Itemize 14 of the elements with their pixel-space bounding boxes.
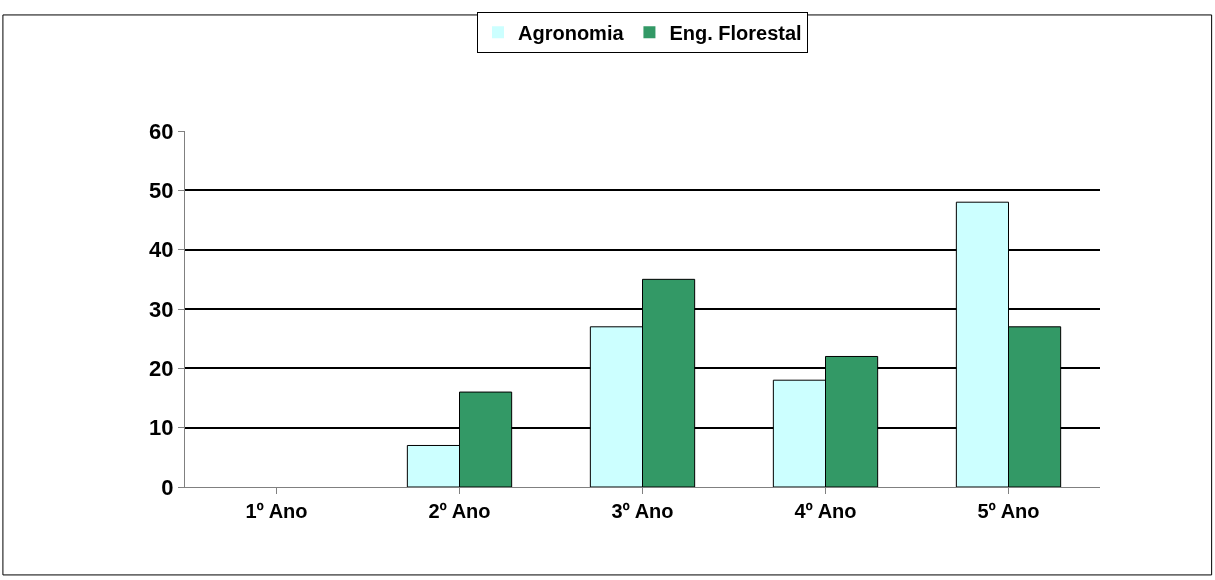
y-tick-label: 50 [149,178,174,204]
y-tick-label: 0 [161,474,174,500]
y-tick-label: 10 [149,415,174,441]
y-tick-label: 40 [149,237,174,263]
y-tick-label: 20 [149,356,174,382]
x-tick-label: 5º Ano [977,500,1040,522]
y-tick-label: 30 [149,296,174,322]
y-tick-label: 60 [149,118,174,144]
x-tick-label: 2º Ano [428,500,491,522]
x-tick-label: 1º Ano [245,500,308,522]
x-tick-label: 3º Ano [611,500,674,522]
x-tick-label: 4º Ano [794,500,857,522]
legend-label: Eng. Florestal [669,21,802,44]
legend-label: Agronomia [518,21,625,44]
